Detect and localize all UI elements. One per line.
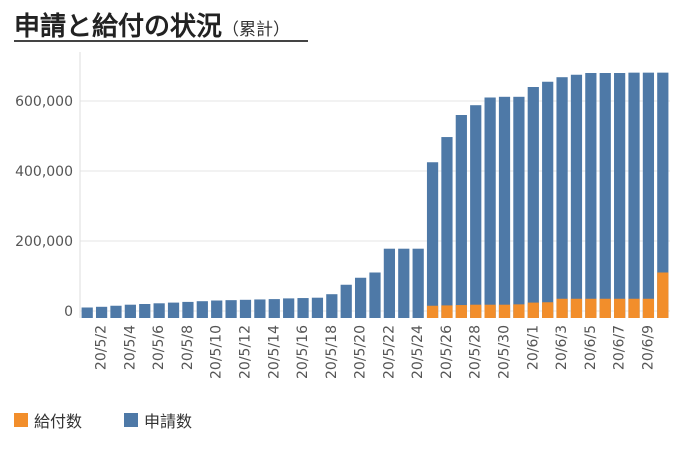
x-tick-label-20/6/3: 20/6/3 (554, 325, 570, 370)
bar-payments-20/6/2 (542, 302, 554, 318)
bar-applications-20/6/9 (642, 72, 655, 319)
title-underline (14, 40, 308, 42)
bar-applications-20/6/4 (570, 74, 583, 318)
x-tick-label-20/5/2: 20/5/2 (94, 325, 110, 370)
x-tick-label-20/6/9: 20/6/9 (640, 325, 656, 370)
x-tick-label-20/5/20: 20/5/20 (353, 325, 369, 379)
bar-applications-20/5/10 (211, 300, 223, 318)
bar-payments-20/6/6 (599, 298, 611, 318)
bar-applications-20/5/22 (383, 248, 396, 318)
bar-applications-20/5/14 (268, 299, 280, 318)
bar-applications-20/5/12 (239, 299, 252, 318)
bar-applications-20/5/18 (326, 294, 338, 318)
legend-swatch-payments (14, 413, 28, 427)
x-tick-label-20/5/8: 20/5/8 (180, 325, 196, 370)
bar-applications-20/5/5 (139, 304, 151, 318)
legend-item-payments: 給付数 (14, 408, 82, 432)
bar-applications-20/5/16 (297, 298, 309, 318)
chart-title-main: 申請と給付の状況 (14, 12, 223, 42)
bar-applications-20/6/3 (556, 77, 568, 318)
x-tick-label-20/6/7: 20/6/7 (612, 325, 628, 370)
legend: 給付数 申請数 (14, 408, 234, 432)
bar-applications-20/5/7 (167, 302, 180, 318)
y-tick-label-1: 200,000 (15, 234, 73, 250)
x-tick-label-20/5/16: 20/5/16 (295, 325, 311, 379)
bar-applications-20/5/19 (340, 284, 352, 318)
x-tick-label-20/5/22: 20/5/22 (381, 325, 397, 379)
x-tick-label-20/5/26: 20/5/26 (439, 325, 455, 379)
bar-payments-20/5/31 (513, 304, 525, 318)
chart-subtitle: （累計） (222, 20, 291, 40)
bar-applications-20/5/6 (153, 303, 165, 318)
x-tick-label-20/6/1: 20/6/1 (525, 325, 541, 370)
bar-applications-20/5/3 (110, 305, 122, 318)
bar-applications-20/5/11 (225, 300, 237, 318)
bar-applications-20/5/17 (311, 297, 324, 318)
x-tick-label-20/5/10: 20/5/10 (209, 325, 225, 379)
x-tick-label-20/5/4: 20/5/4 (122, 325, 138, 370)
bar-applications-20/5/31 (513, 96, 525, 318)
chart-title: 申請と給付の状況（累計） (14, 6, 290, 43)
bar-payments-20/6/7 (614, 298, 626, 318)
bar-payments-20/5/25 (426, 305, 439, 318)
bar-applications-20/5/1 (81, 307, 93, 318)
bar-payments-20/6/4 (570, 298, 583, 318)
bar-applications-20/5/20 (354, 277, 367, 318)
bar-applications-20/6/5 (585, 73, 597, 318)
bar-applications-20/5/13 (254, 299, 266, 318)
x-tick-label-20/5/18: 20/5/18 (324, 325, 340, 379)
bar-applications-20/5/2 (95, 306, 108, 318)
bar-applications-20/5/26 (441, 137, 453, 318)
bar-payments-20/6/10 (657, 272, 669, 318)
bar-payments-20/6/5 (585, 298, 597, 318)
bar-applications-20/6/6 (599, 73, 611, 318)
bar-applications-20/5/15 (283, 298, 295, 318)
y-tick-label-3: 600,000 (15, 94, 73, 110)
bar-applications-20/5/9 (196, 301, 208, 318)
x-tick-label-20/5/30: 20/5/30 (497, 325, 513, 379)
x-tick-label-20/5/24: 20/5/24 (410, 325, 426, 379)
bar-payments-20/5/28 (470, 304, 482, 318)
x-tick-label-20/5/12: 20/5/12 (237, 325, 253, 379)
bar-payments-20/6/8 (628, 298, 640, 318)
bar-applications-20/5/24 (412, 248, 424, 318)
bar-applications-20/5/4 (124, 304, 136, 318)
bar-payments-20/5/29 (484, 304, 496, 318)
bar-applications-20/6/2 (542, 81, 554, 318)
x-tick-label-20/6/5: 20/6/5 (583, 325, 599, 370)
legend-label-applications: 申請数 (144, 412, 193, 431)
legend-item-applications: 申請数 (124, 408, 192, 432)
bar-applications-20/5/21 (369, 272, 381, 318)
legend-label-payments: 給付数 (34, 412, 83, 431)
bar-applications-20/6/8 (628, 72, 640, 319)
bar-payments-20/5/26 (441, 305, 453, 318)
bar-applications-20/5/25 (426, 162, 439, 318)
bar-applications-20/5/28 (470, 105, 482, 318)
legend-swatch-applications (124, 413, 139, 427)
bar-applications-20/5/30 (498, 96, 511, 318)
bar-payments-20/6/9 (642, 298, 655, 318)
bar-applications-20/6/1 (527, 87, 539, 318)
y-tick-label-2: 400,000 (15, 164, 73, 180)
bar-payments-20/5/27 (455, 305, 467, 318)
y-tick-label-0: 0 (64, 304, 73, 320)
bar-payments-20/6/1 (527, 302, 539, 318)
bar-payments-20/5/30 (498, 304, 511, 318)
bar-applications-20/6/10 (657, 72, 669, 319)
bar-applications-20/5/8 (182, 301, 194, 318)
bar-payments-20/6/3 (556, 298, 568, 318)
x-tick-label-20/5/6: 20/5/6 (151, 325, 167, 370)
x-tick-label-20/5/14: 20/5/14 (266, 325, 282, 379)
bar-applications-20/5/23 (398, 248, 410, 318)
bar-chart: 0 200,000 400,000 600,000 20/5/2 20/5/4 20/5/6… (15, 52, 670, 379)
x-tick-label-20/5/28: 20/5/28 (468, 325, 484, 379)
bar-applications-20/5/27 (455, 115, 467, 318)
bar-applications-20/5/29 (484, 97, 496, 318)
bar-applications-20/6/7 (614, 73, 626, 318)
